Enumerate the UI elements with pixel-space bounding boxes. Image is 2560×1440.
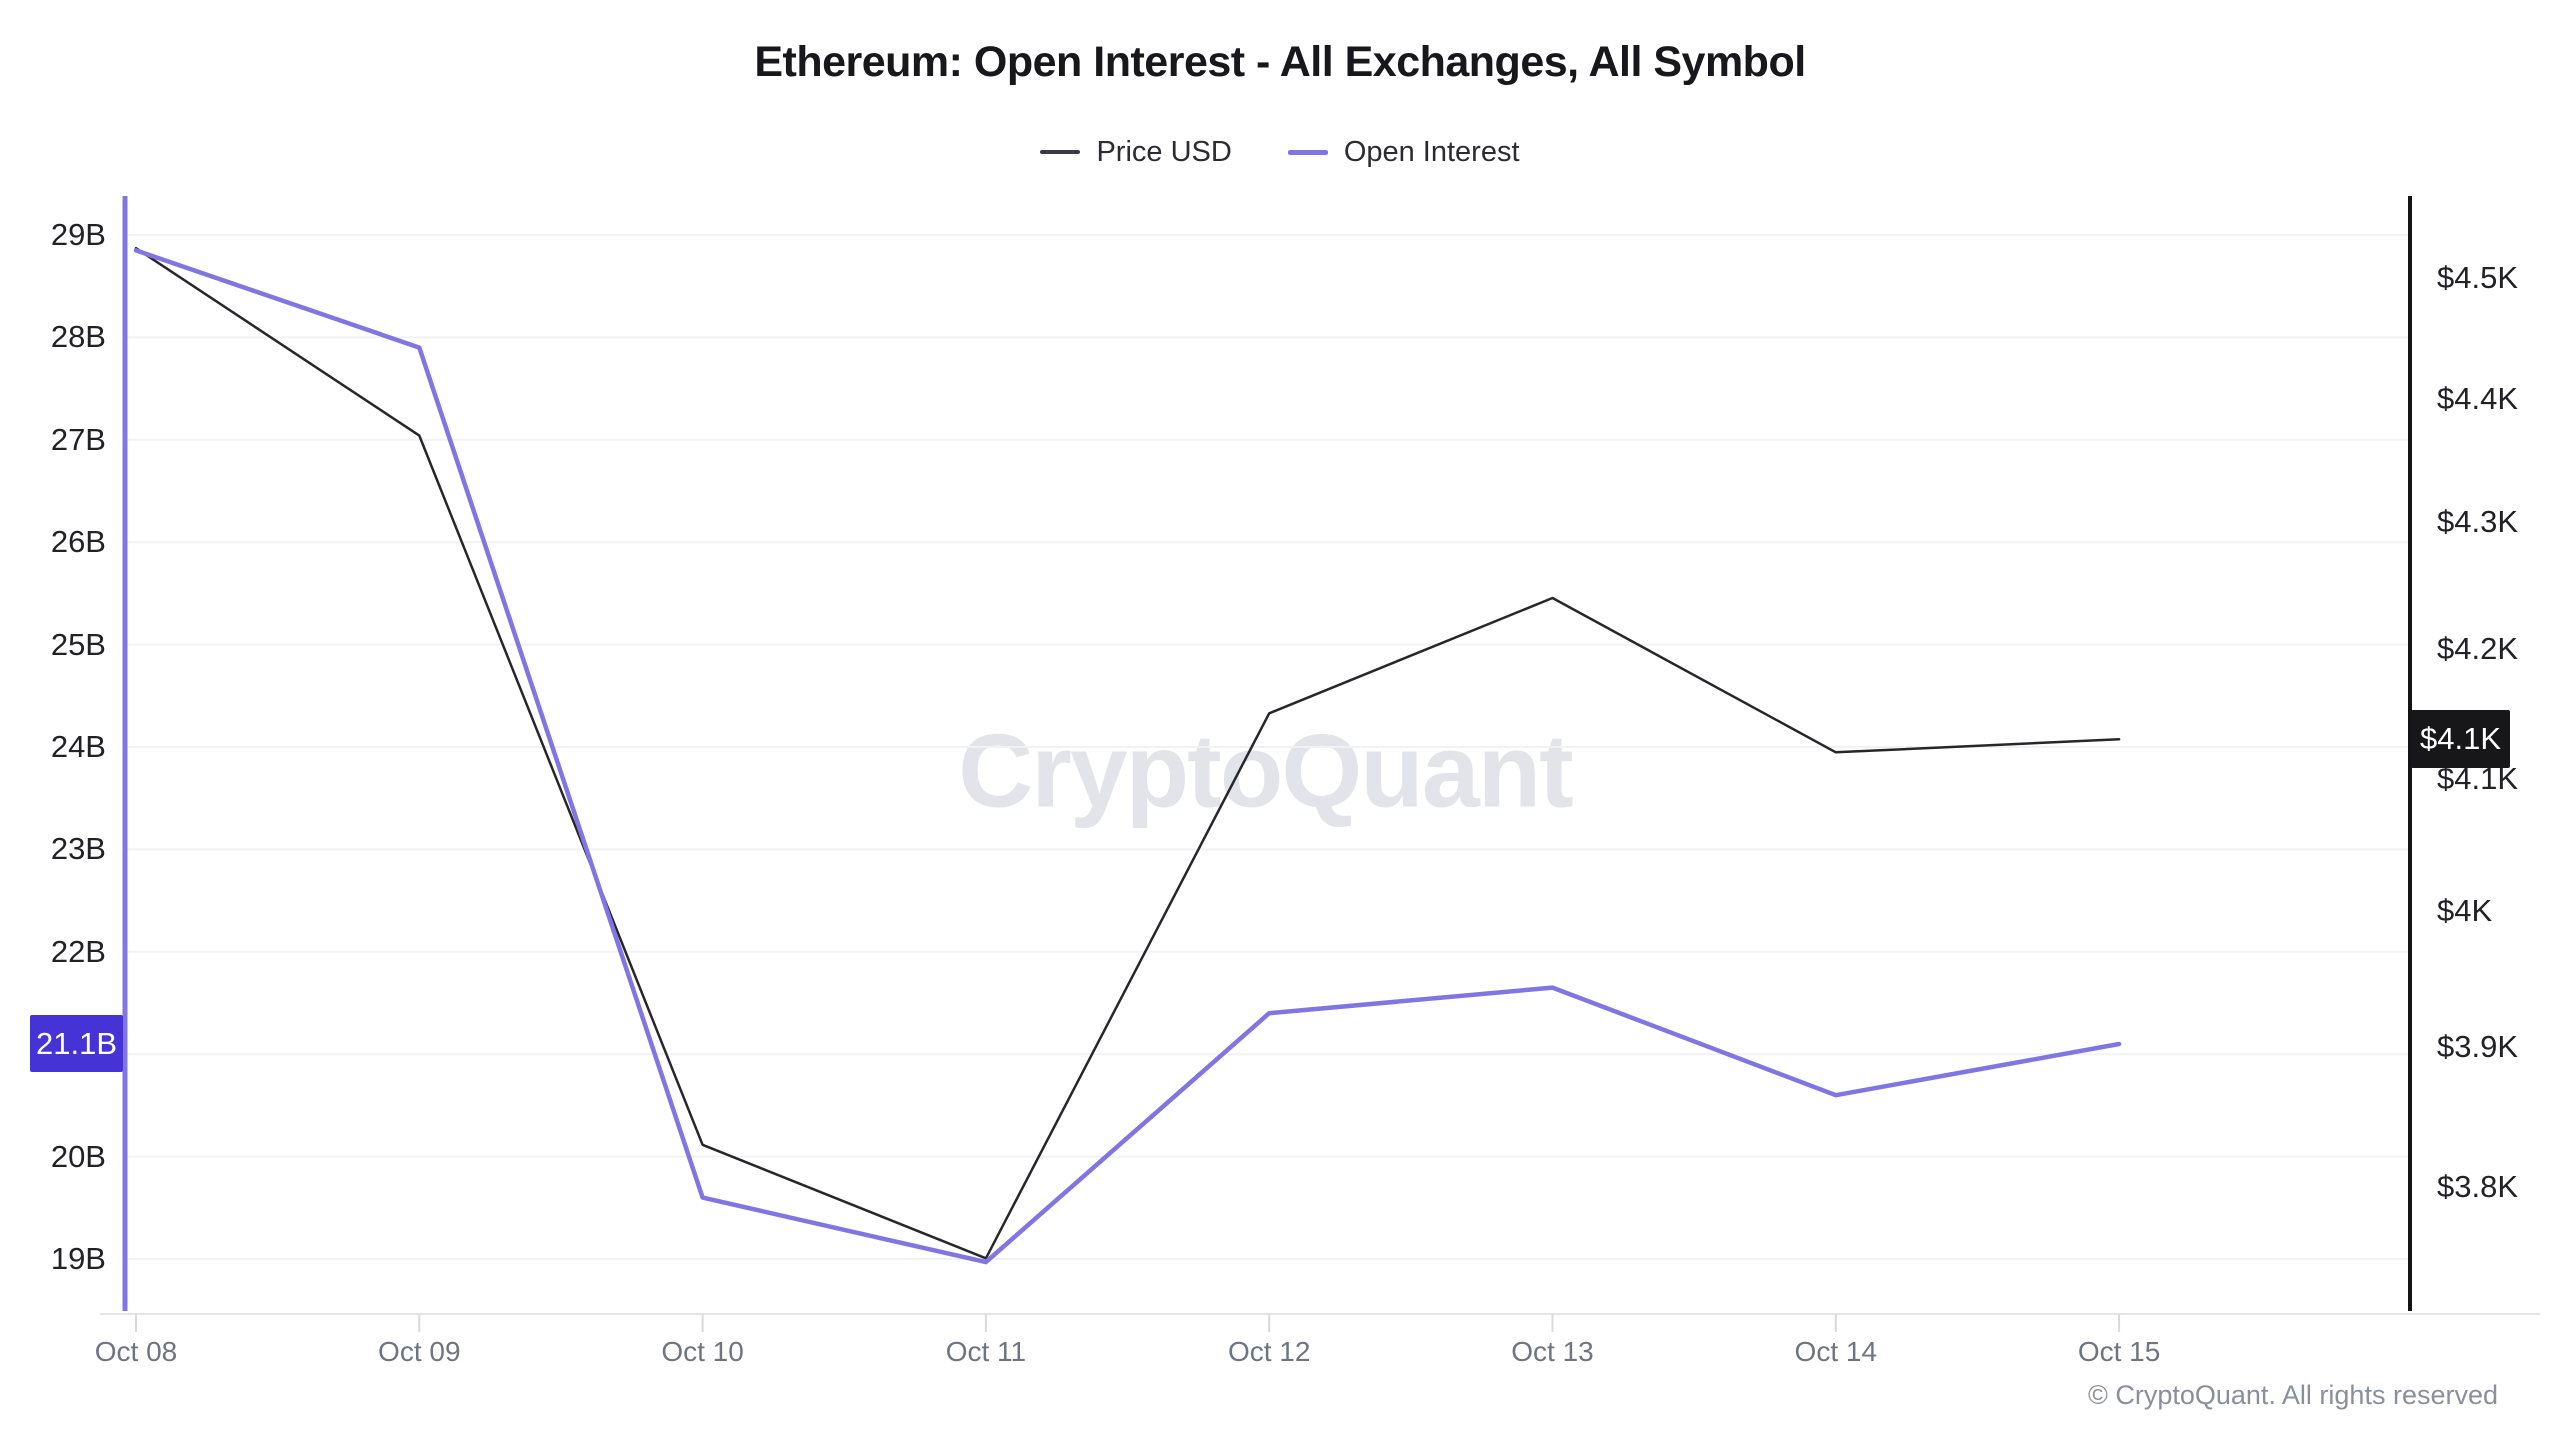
right-axis-tick-label: $4.3K (2437, 504, 2519, 540)
left-axis-tick-label: 22B (50, 933, 106, 969)
open-interest-line-swatch-icon (1287, 149, 1328, 155)
x-axis-date-label: Oct 14 (1794, 1336, 1878, 1367)
x-axis-date-label: Oct 11 (945, 1336, 1027, 1367)
price-current-value-badge: $4.1K (2411, 710, 2510, 769)
left-axis-tick-label: 23B (50, 831, 106, 867)
open-interest-current-value-badge: 21.1B (30, 1015, 123, 1073)
x-axis-date-label: Oct 13 (1511, 1336, 1594, 1367)
x-axis-date-label: Oct 15 (2077, 1336, 2161, 1367)
x-axis-date-label: Oct 12 (1227, 1336, 1311, 1367)
right-axis-tick-label: $4K (2437, 893, 2493, 929)
x-axis-date-label: Oct 08 (94, 1336, 178, 1367)
open-interest-line (133, 248, 2122, 1265)
left-axis-tick-label: 27B (50, 421, 106, 457)
left-axis-tick-label: 26B (50, 524, 106, 560)
left-axis-tick-label: 19B (50, 1241, 106, 1276)
legend-label-open-interest: Open Interest (1343, 135, 1520, 168)
legend-item-price-usd[interactable]: Price USD (1040, 135, 1232, 169)
legend-label-price-usd: Price USD (1096, 135, 1232, 168)
cryptoquant-watermark: CryptoQuant (958, 713, 1574, 830)
right-axis-tick-label: $4.4K (2437, 380, 2519, 416)
left-axis-tick-label: 25B (50, 626, 106, 662)
right-axis-tick-label: $3.9K (2437, 1029, 2519, 1065)
x-axis-date-label: Oct 10 (661, 1336, 744, 1367)
left-axis-tick-label: 20B (50, 1138, 106, 1174)
chart-title: Ethereum: Open Interest - All Exchanges,… (754, 38, 1806, 86)
left-axis-tick-label: 29B (50, 217, 106, 252)
right-axis-tick-label: $3.8K (2437, 1169, 2519, 1205)
left-axis-tick-label: 28B (50, 319, 106, 355)
price-line-swatch-icon (1040, 150, 1081, 154)
right-axis-tick-label: $4.2K (2437, 630, 2519, 666)
legend-item-open-interest[interactable]: Open Interest (1287, 135, 1520, 169)
price-usd-line (134, 246, 2121, 1260)
x-axis-date-label: Oct 09 (378, 1336, 461, 1367)
right-axis-tick-label: $4.5K (2437, 260, 2519, 295)
left-axis-tick-label: 24B (50, 729, 106, 764)
copyright-text: © CryptoQuant. All rights reserved (2087, 1380, 2498, 1410)
legend: Price USD Open Interest (0, 130, 2560, 174)
